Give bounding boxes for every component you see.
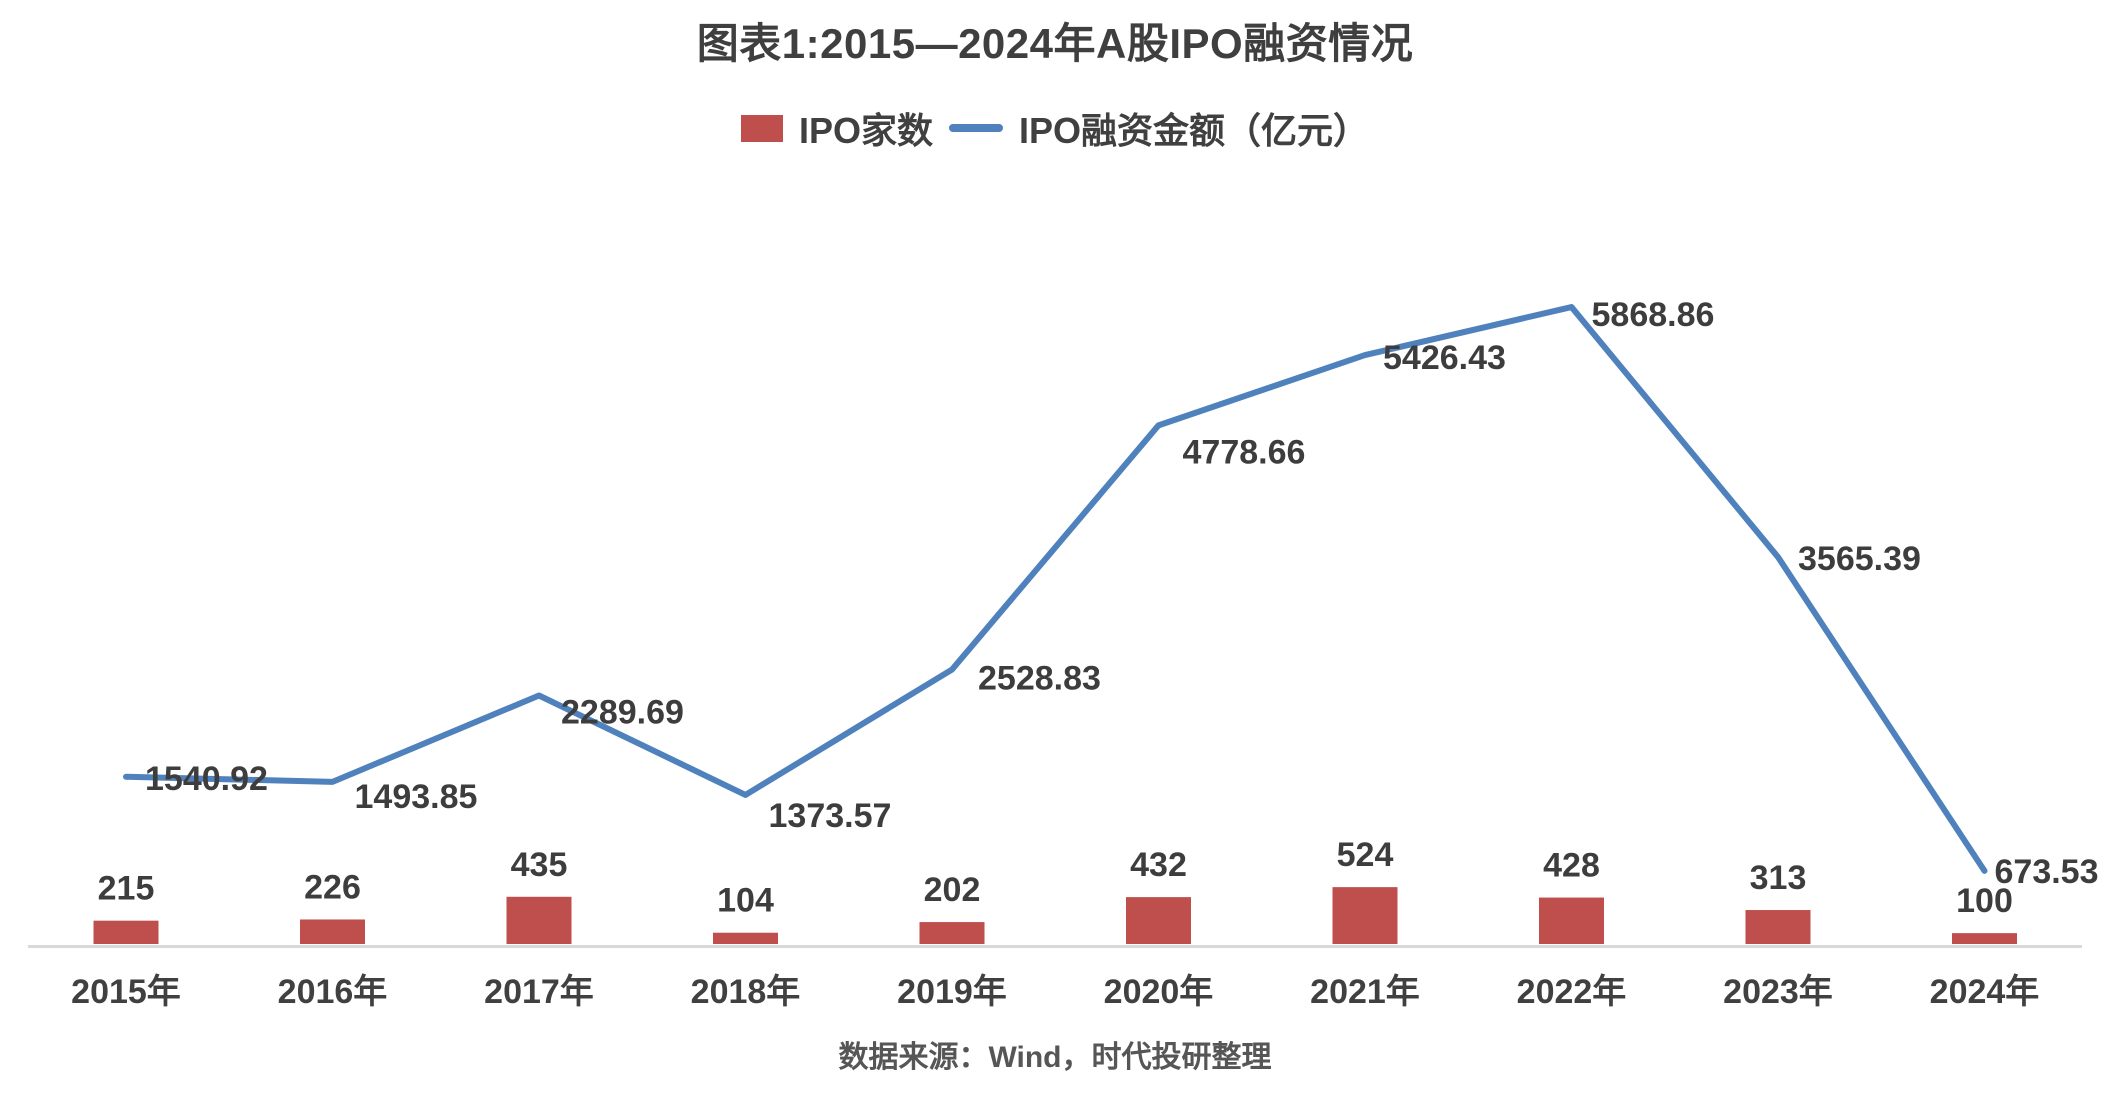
bar-value-label: 428 (1543, 847, 1600, 885)
line-value-label: 5426.43 (1383, 339, 1506, 377)
x-axis-label: 2019年 (897, 973, 1007, 1011)
source-note: 数据来源：Wind，时代投研整理 (838, 1041, 1272, 1074)
bar-2015年 (93, 920, 159, 944)
bar-value-label: 524 (1337, 836, 1394, 874)
x-axis-label: 2021年 (1310, 973, 1420, 1011)
line-value-label: 2528.83 (978, 660, 1101, 698)
ipo-amount-line (123, 304, 1988, 874)
line-value-label: 4778.66 (1183, 433, 1306, 471)
bar-value-label: 226 (304, 868, 361, 906)
line-value-label: 1493.85 (355, 778, 478, 816)
bar-value-label: 202 (924, 871, 981, 909)
bar-2023年 (1745, 910, 1811, 944)
x-axis-label: 2016年 (278, 973, 388, 1011)
bar-value-label: 104 (717, 882, 774, 920)
bar-value-label: 215 (98, 870, 155, 908)
line-value-label: 3565.39 (1798, 540, 1921, 578)
bar-2017年 (506, 896, 572, 944)
legend-bar-label: IPO家数 (798, 110, 933, 151)
x-axis-label: 2020年 (1104, 973, 1214, 1011)
x-axis-label: 2022年 (1517, 973, 1627, 1011)
bar-value-label: 432 (1130, 846, 1187, 884)
x-axis-label: 2024年 (1930, 973, 2040, 1011)
bar-2020年 (1126, 897, 1191, 944)
x-axis-label: 2023年 (1723, 973, 1833, 1011)
bar-2022年 (1539, 897, 1604, 944)
bar-value-label: 435 (511, 846, 568, 884)
bar-2021年 (1332, 887, 1398, 944)
line-value-label: 673.53 (1995, 853, 2099, 891)
legend: IPO家数 IPO融资金额（亿元） (0, 102, 2110, 154)
x-axis-label: 2017年 (484, 973, 594, 1011)
bar-value-label: 100 (1956, 882, 2013, 920)
bar-2018年 (713, 932, 778, 944)
x-axis-label: 2018年 (691, 973, 801, 1011)
line-value-label: 2289.69 (561, 693, 684, 731)
x-axis-label: 2015年 (71, 973, 181, 1011)
line-value-label: 5868.86 (1592, 296, 1715, 334)
legend-line-swatch (949, 124, 1003, 132)
line-value-label: 1373.57 (769, 797, 892, 835)
legend-line-label: IPO融资金额（亿元） (1019, 110, 1370, 151)
line-value-label: 1540.92 (145, 760, 268, 798)
bar-value-label: 313 (1750, 859, 1807, 897)
chart-title: 图表1:2015—2024年A股IPO融资情况 (696, 20, 1414, 67)
bar-2019年 (919, 922, 985, 944)
bar-2016年 (300, 919, 365, 944)
bar-2024年 (1952, 933, 2017, 944)
legend-bar-swatch (740, 114, 783, 142)
